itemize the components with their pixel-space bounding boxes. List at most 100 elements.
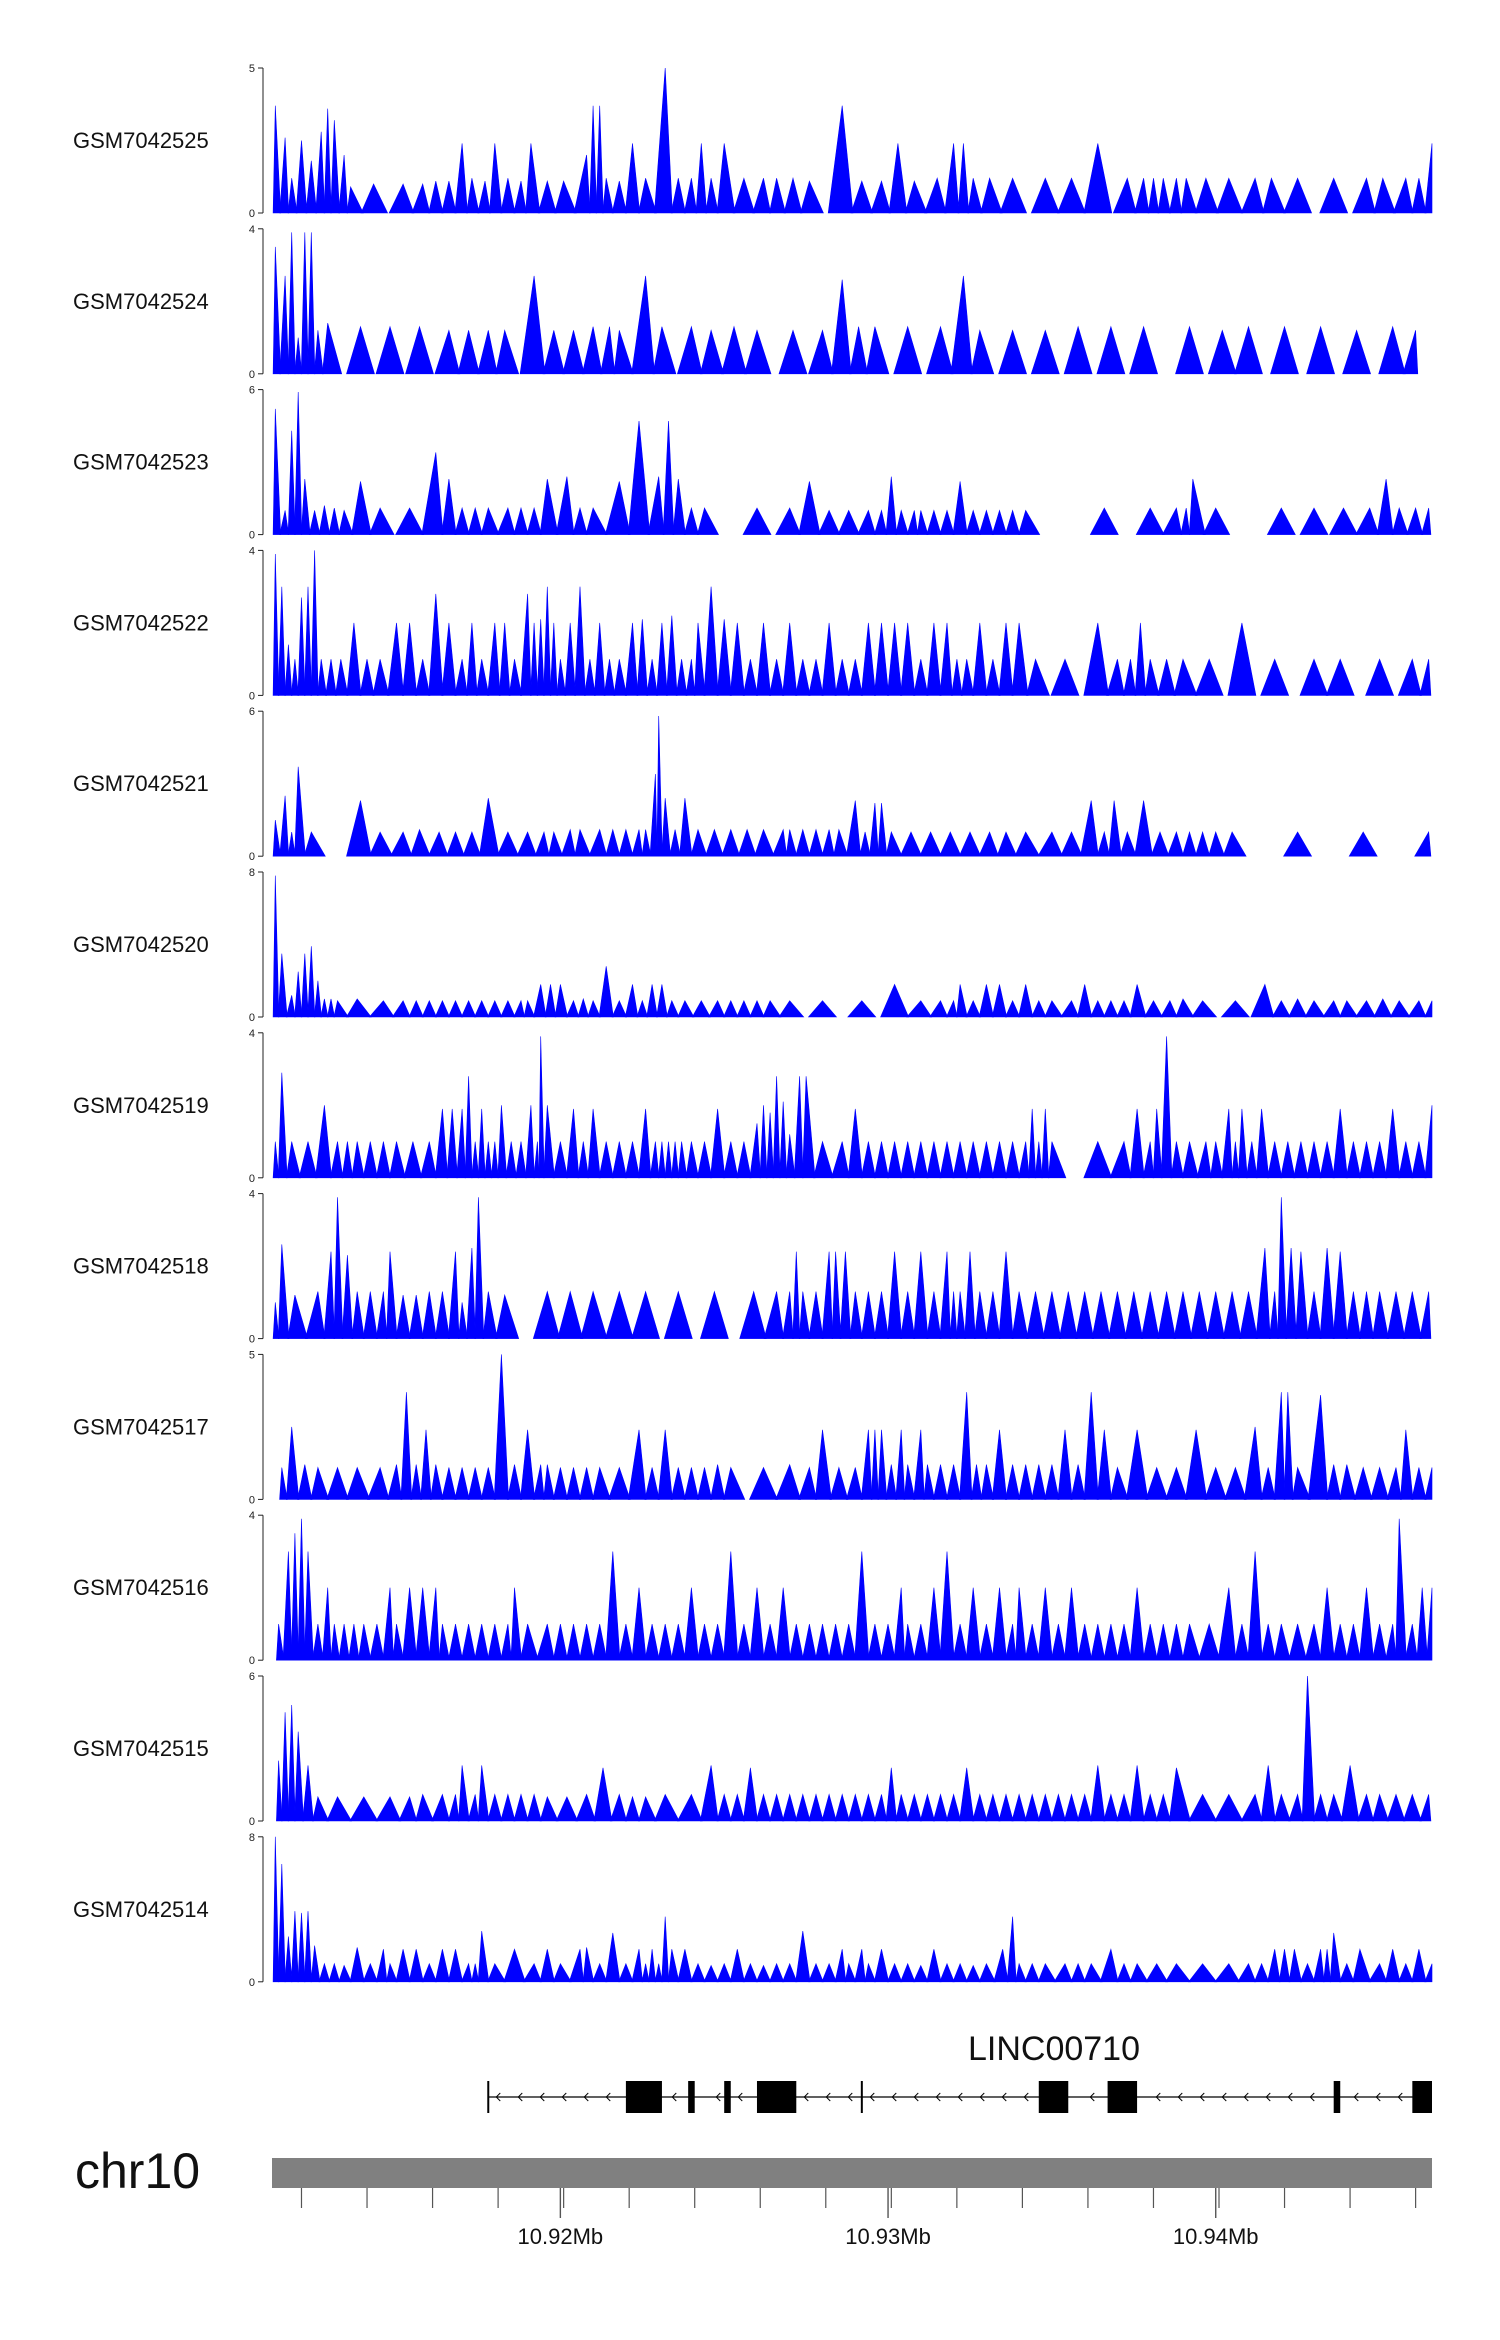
coverage-peak <box>886 1962 903 1983</box>
coverage-peak <box>520 1429 536 1500</box>
coverage-peak <box>575 1793 597 1822</box>
coverage-peak <box>441 622 457 696</box>
coverage-peak <box>279 275 290 375</box>
coverage-peak <box>991 1141 1008 1179</box>
coverage-peak <box>592 1466 611 1500</box>
coverage-peak <box>703 586 719 696</box>
coverage-peak <box>716 1793 732 1822</box>
coverage-peak <box>1125 1429 1149 1500</box>
coverage-peak <box>537 180 557 214</box>
coverage-peak <box>272 408 282 535</box>
coverage-peak <box>624 622 639 696</box>
coverage-peak <box>854 1551 870 1661</box>
coverage-peak <box>1411 1949 1427 1983</box>
coverage-peak <box>860 622 876 696</box>
coverage-peak <box>1129 1587 1145 1661</box>
coverage-peak <box>482 1291 498 1339</box>
coverage-peak <box>564 622 576 696</box>
coverage-peak <box>408 999 424 1018</box>
coverage-peak <box>808 1291 824 1339</box>
coverage-peak <box>1173 1291 1193 1339</box>
coverage-peak <box>1283 177 1313 214</box>
coverage-peak <box>326 1466 349 1500</box>
coverage-peak <box>1358 1141 1375 1179</box>
coverage-peak <box>503 1948 526 1983</box>
coverage-peak <box>860 1429 873 1500</box>
coverage-peak <box>671 1141 680 1179</box>
coverage-peak <box>1340 1765 1360 1822</box>
coverage-peak <box>297 597 306 696</box>
coverage-peak <box>828 1623 844 1661</box>
coverage-peak <box>1283 1392 1294 1500</box>
y-tick-label: 0 <box>249 1655 255 1667</box>
coverage-peak <box>638 1108 652 1179</box>
coverage-peak <box>419 1141 437 1179</box>
coverage-peak <box>351 1291 365 1339</box>
coverage-peak <box>775 507 802 535</box>
coverage-peak <box>611 1141 627 1179</box>
coverage-peak <box>565 1108 580 1179</box>
coverage-peak <box>1147 178 1160 214</box>
coverage-peak <box>926 325 954 375</box>
coverage-peak <box>1319 177 1349 214</box>
coverage-peak <box>729 1949 745 1983</box>
coverage-peak <box>844 1962 857 1983</box>
coverage-peak <box>454 1467 470 1500</box>
coverage-tracks: GSM704252550GSM704252440GSM704252360GSM7… <box>73 63 1433 1989</box>
gene-exon <box>1107 2081 1138 2113</box>
coverage-peak <box>480 507 500 535</box>
coverage-peak <box>708 1000 726 1018</box>
coverage-peak <box>565 1467 582 1500</box>
coverage-peak <box>900 622 916 696</box>
track-label: GSM7042519 <box>73 1093 209 1118</box>
coverage-peak <box>497 1105 508 1179</box>
axis-tick-label: 10.94Mb <box>1173 2224 1259 2249</box>
coverage-peak <box>978 1962 996 1983</box>
coverage-peak <box>460 1962 473 1983</box>
coverage-peak <box>325 659 337 696</box>
coverage-peak <box>721 828 741 857</box>
coverage-peak <box>1253 1962 1270 1983</box>
coverage-peak <box>542 330 565 375</box>
coverage-peak <box>415 1793 434 1822</box>
coverage-peak <box>847 1793 863 1822</box>
coverage-peak <box>579 1467 595 1500</box>
coverage-peak <box>869 802 879 857</box>
coverage-peak <box>998 622 1014 696</box>
coverage-peak <box>1181 830 1198 857</box>
coverage-peak <box>395 1949 411 1983</box>
strand-arrow <box>913 2092 919 2102</box>
coverage-peak <box>1157 1291 1176 1339</box>
coverage-peak <box>1083 1140 1113 1179</box>
coverage-peak <box>434 329 461 375</box>
coverage-peak <box>611 999 628 1018</box>
coverage-peak <box>467 506 483 535</box>
coverage-peak <box>703 1964 719 1983</box>
gene-exon <box>688 2081 695 2113</box>
coverage-peak <box>782 1291 794 1339</box>
coverage-peak <box>447 999 464 1018</box>
coverage-peak <box>666 615 678 696</box>
coverage-peak <box>454 143 468 214</box>
coverage-peak <box>349 1947 365 1983</box>
coverage-peak <box>1260 1623 1276 1661</box>
y-tick-label: 4 <box>249 1510 255 1522</box>
coverage-peak <box>276 1760 283 1822</box>
coverage-peak <box>487 622 501 696</box>
coverage-peak <box>609 1793 627 1822</box>
coverage-peak <box>1386 1793 1406 1822</box>
coverage-peak <box>834 659 850 696</box>
coverage-peak <box>543 1464 555 1500</box>
coverage-peak <box>328 1962 341 1983</box>
coverage-peak <box>1024 1793 1040 1822</box>
coverage-peak <box>1145 1963 1169 1983</box>
coverage-peak <box>631 275 655 375</box>
coverage-peak <box>489 143 503 214</box>
coverage-peak <box>880 1623 896 1661</box>
coverage-peak <box>421 452 444 535</box>
coverage-peak <box>1202 507 1231 535</box>
coverage-peak <box>782 1793 798 1822</box>
coverage-peak <box>477 330 498 375</box>
coverage-peak <box>716 1962 732 1983</box>
coverage-peak <box>857 509 877 535</box>
